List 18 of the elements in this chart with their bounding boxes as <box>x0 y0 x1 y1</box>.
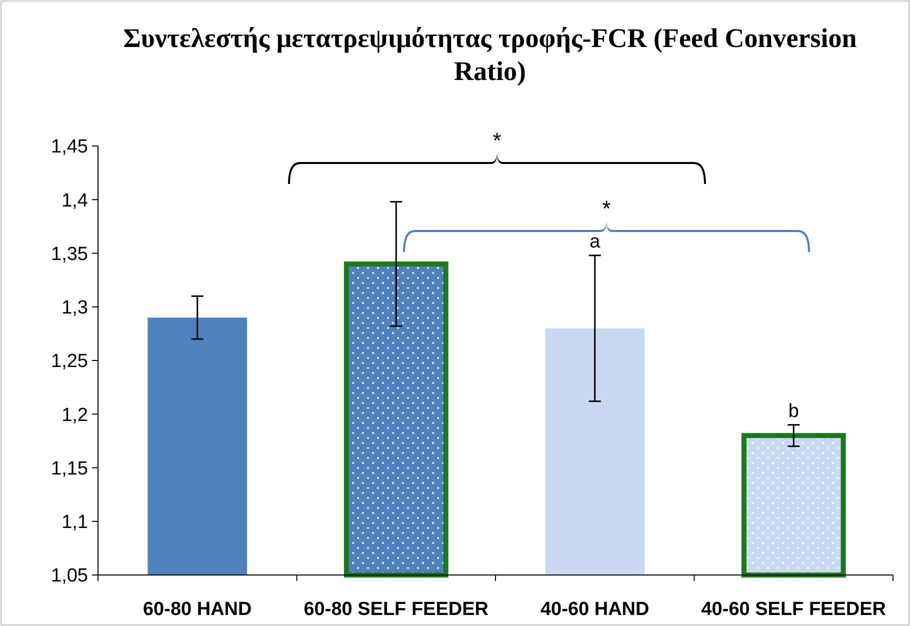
x-tick-label: 60-80 HAND <box>142 599 252 620</box>
y-tick-label: 1,2 <box>62 404 88 426</box>
annotation: * <box>602 196 612 221</box>
annotation: a <box>590 231 601 252</box>
x-tick-label: 60-80 SELF FEEDER <box>304 599 489 620</box>
y-tick-label: 1,35 <box>51 244 88 265</box>
y-tick-label: 1,3 <box>62 298 88 319</box>
y-tick-label: 1,45 <box>51 136 88 158</box>
y-tick-label: 1,25 <box>51 351 88 372</box>
annotation: b <box>788 400 799 422</box>
x-tick-label: 40-60 SELF FEEDER <box>701 599 886 620</box>
y-tick-label: 1,05 <box>51 566 88 587</box>
annotation: * <box>492 128 502 153</box>
y-tick-label: 1,4 <box>62 190 88 212</box>
y-tick-label: 1,1 <box>62 512 88 534</box>
y-tick-label: 1,15 <box>51 458 88 480</box>
x-tick-label: 40-60 HAND <box>540 599 650 620</box>
chart-title: Συντελεστής μετατρεψιμότητας τροφής-FCR (Feed Conversion Ratio) <box>123 23 857 86</box>
